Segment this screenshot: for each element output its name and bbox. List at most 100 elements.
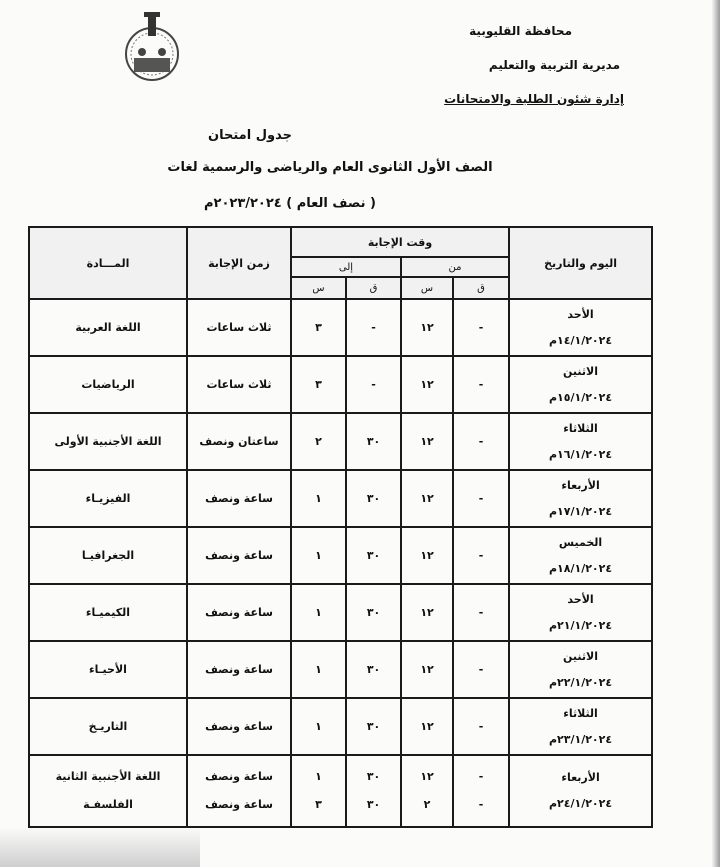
duration-value: ساعة ونصف: [205, 720, 273, 733]
subject-value: الكيميـاء: [85, 606, 131, 619]
duration-value: ساعتان ونصف: [199, 435, 279, 448]
to-q-value: ٣٠: [366, 770, 381, 783]
to-s-value: ٢: [315, 435, 322, 448]
to-s-cell: ١: [289, 640, 348, 699]
scan-edge-shadow: [712, 0, 720, 867]
term-title: ( نصف العام ) ٢٠٢٣/٢٠٢٤م: [203, 196, 376, 211]
to-q-cell: ٣٠: [345, 412, 403, 471]
grade-title: الصف الأول الثانوى العام والرياضى والرسم…: [167, 160, 493, 175]
to-q-value: -: [371, 378, 376, 391]
table-row: الخميس ١٨/١/٢٠٢٤م - ١٢ ٣٠ ١ ساعة ونصف الجغرافيـ…: [28, 526, 654, 585]
from-s-value: ١٢: [420, 770, 434, 783]
day-name: الثلاثاء: [563, 421, 598, 435]
from-s-cell: ١٢: [400, 697, 455, 756]
from-s-value: ١٢: [420, 720, 434, 733]
exam-date: ١٤/١/٢٠٢٤م: [548, 333, 613, 347]
to-q-value: -: [371, 321, 376, 334]
exam-date: ١٧/١/٢٠٢٤م: [548, 504, 613, 518]
header-answer-time: وقت الإجابة: [289, 226, 511, 258]
from-q-value: -: [478, 663, 484, 676]
governorate-name: محافظة القليوبية: [469, 24, 572, 38]
subject-value: الفلسفـة: [83, 798, 133, 811]
header-from-hour: س: [400, 276, 455, 300]
subject-cell: الجغرافيـا: [28, 526, 188, 585]
duration-cell: ساعة ونصف: [186, 469, 292, 528]
exam-date: ٢٢/١/٢٠٢٤م: [548, 675, 613, 689]
subject-value: اللغة العربية: [75, 321, 141, 334]
to-q-cell: ٣٠: [345, 640, 403, 699]
to-q-value: ٣٠: [366, 435, 381, 448]
duration-value: ساعة ونصف: [205, 606, 273, 619]
subject-value: الجغرافيـا: [81, 549, 135, 562]
from-q-value: -: [478, 720, 484, 733]
to-s-value: ١: [315, 663, 322, 676]
to-s-cell: ٢: [289, 412, 348, 471]
to-s-cell: ١: [289, 469, 348, 528]
duration-cell: ساعتان ونصف: [186, 412, 292, 471]
to-q-value: ٣٠: [366, 492, 381, 505]
to-s-value: ١: [315, 770, 322, 783]
header-to: إلى: [289, 256, 403, 278]
to-q-cell: ٣٠: [345, 697, 403, 756]
header-subject: المـــادة: [28, 226, 188, 300]
to-s-value: ٣: [315, 798, 322, 811]
to-q-value: ٣٠: [366, 663, 381, 676]
table-row: الاثنين ١٥/١/٢٠٢٤م - ١٢ - ٣ ثلاث ساعات الرياضيا…: [28, 355, 654, 414]
duration-cell: ثلاث ساعات: [186, 298, 292, 357]
to-q-cell: ٣٠ ٣٠: [345, 754, 403, 828]
to-s-value: ٣: [315, 321, 322, 334]
duration-value: ساعة ونصف: [205, 492, 273, 505]
subject-cell: اللغة العربية: [28, 298, 188, 357]
subject-cell: اللغة الأجنبية الثانية الفلسفـة: [28, 754, 188, 828]
header-day-date: اليوم والتاريخ: [508, 226, 654, 300]
to-q-cell: ٣٠: [345, 526, 403, 585]
from-s-cell: ١٢ ٢: [400, 754, 455, 828]
to-s-cell: ٣: [289, 298, 348, 357]
header-duration: زمن الإجابة: [186, 226, 292, 300]
duration-value: ساعة ونصف: [205, 798, 273, 811]
day-date-cell: الأحد ٢١/١/٢٠٢٤م: [508, 583, 654, 642]
from-s-value: ١٢: [420, 378, 434, 391]
to-s-value: ٣: [315, 378, 322, 391]
to-s-cell: ٣: [289, 355, 348, 414]
from-s-cell: ١٢: [400, 583, 455, 642]
from-s-value: ٢: [423, 798, 431, 811]
table-row: الأحد ١٤/١/٢٠٢٤م - ١٢ - ٣ ثلاث ساعات اللغة العر…: [28, 298, 654, 357]
to-q-cell: ٣٠: [345, 469, 403, 528]
day-date-cell: الاثنين ١٥/١/٢٠٢٤م: [508, 355, 654, 414]
header-from-minute: ق: [452, 276, 511, 300]
to-q-cell: ٣٠: [345, 583, 403, 642]
to-s-value: ١: [315, 606, 322, 619]
document-title: جدول امتحان: [208, 128, 292, 143]
from-q-value: -: [478, 549, 484, 562]
from-s-cell: ١٢: [400, 355, 455, 414]
from-q-cell: -: [452, 697, 511, 756]
from-q-cell: -: [452, 640, 511, 699]
duration-cell: ساعة ونصف: [186, 583, 292, 642]
duration-value: ساعة ونصف: [205, 770, 273, 783]
from-s-cell: ١٢: [400, 298, 455, 357]
from-s-value: ١٢: [420, 492, 434, 505]
subject-value: اللغة الأجنبية الأولى: [54, 435, 162, 448]
table-row: الثلاثاء ١٦/١/٢٠٢٤م - ١٢ ٣٠ ٢ ساعتان ونصف اللغة…: [28, 412, 654, 471]
duration-cell: ساعة ونصف: [186, 697, 292, 756]
schedule-body: الأحد ١٤/١/٢٠٢٤م -١٢-٣ ثلاث ساعات اللغة العر…: [28, 298, 654, 828]
subject-value: الأحيـاء: [89, 663, 127, 676]
from-s-cell: ١٢: [400, 526, 455, 585]
from-q-value: -: [478, 606, 484, 619]
department-name: إدارة شئون الطلبة والامتحانات: [444, 92, 624, 106]
exam-date: ١٥/١/٢٠٢٤م: [548, 390, 613, 404]
to-s-value: ١: [315, 720, 322, 733]
day-date-cell: الأحد ١٤/١/٢٠٢٤م: [508, 298, 654, 357]
to-s-cell: ١: [289, 526, 348, 585]
day-date-cell: الأربعاء ١٧/١/٢٠٢٤م: [508, 469, 654, 528]
from-q-value: -: [478, 798, 484, 811]
table-row: الثلاثاء ٢٣/١/٢٠٢٤م - ١٢ ٣٠ ١ ساعة ونصف التاريـ…: [28, 697, 654, 756]
from-q-cell: -: [452, 355, 511, 414]
day-date-cell: الثلاثاء ١٦/١/٢٠٢٤م: [508, 412, 654, 471]
subject-cell: التاريـخ: [28, 697, 188, 756]
table-row: الاثنين ٢٢/١/٢٠٢٤م - ١٢ ٣٠ ١ ساعة ونصف الأحيـاء: [28, 640, 654, 699]
table-row: الأربعاء ٢٤/١/٢٠٢٤م - -١٢ ٢ ٣٠ ٣٠ ١ ٣ ساعة ونصف سا…: [28, 754, 654, 828]
to-s-value: ١: [315, 549, 322, 562]
